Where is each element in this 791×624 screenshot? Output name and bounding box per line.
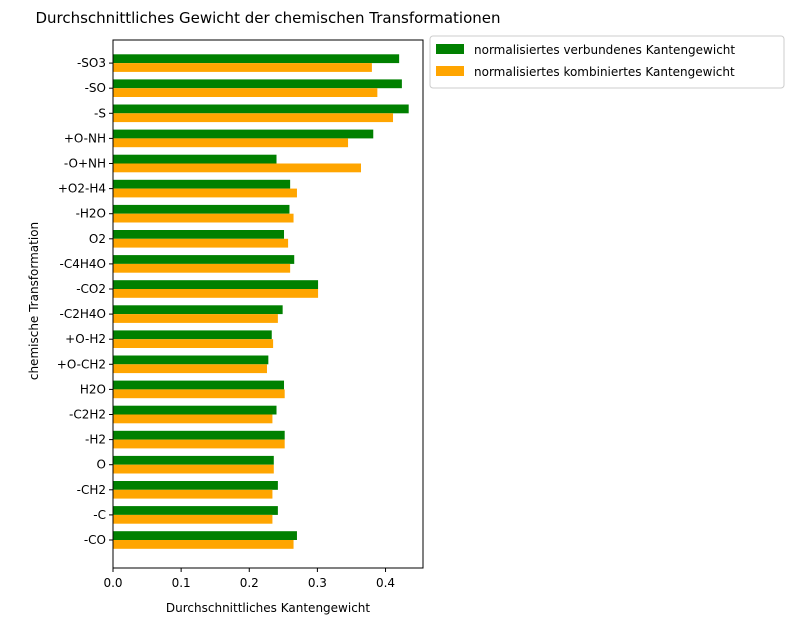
- y-tick-label: +O-H2: [65, 332, 106, 346]
- bar-combined-minusso3: [113, 63, 372, 72]
- bar-combined-minusch2: [113, 489, 273, 499]
- bar-connected-minusc2h4o: [113, 305, 283, 315]
- x-tick-label: 0.0: [103, 576, 122, 590]
- bar-combined-minusco2: [113, 289, 319, 298]
- bar-connected-o: [113, 455, 274, 465]
- x-axis-label: Durchschnittliches Kantengewicht: [166, 601, 371, 615]
- bar-connected-minusso3: [113, 54, 400, 64]
- y-tick-label: -H2O: [76, 207, 106, 221]
- y-tick-label: -S: [94, 106, 106, 120]
- bar-connected-minush2: [113, 430, 285, 440]
- x-tick-label: 0.1: [172, 576, 191, 590]
- bars-group: [113, 54, 409, 549]
- legend-frame: [429, 35, 785, 89]
- y-tick-label: +O-CH2: [57, 357, 106, 371]
- bar-connected-minush2o: [113, 204, 290, 214]
- bar-combined-o: [113, 464, 274, 474]
- y-tick-label: -C2H2: [69, 408, 106, 422]
- bar-connected-plusminusominusch2: [113, 355, 269, 365]
- bar-combined-plusminusominusch2: [113, 364, 267, 374]
- bar-combined-minusc4h4o: [113, 263, 291, 273]
- bar-combined-minush2o: [113, 213, 294, 223]
- x-tick-label: 0.2: [240, 576, 259, 590]
- y-axis-ticks: -CO -C -CH2 O -H2 -C2H2 H2O +O-CH2 +O-H2 -C2H4O -C…: [57, 56, 113, 547]
- y-tick-label: +O2-H4: [58, 182, 106, 196]
- bar-connected-o2: [113, 230, 285, 239]
- y-tick-label: -C4H4O: [60, 257, 106, 271]
- x-tick-label: 0.3: [308, 576, 327, 590]
- bar-connected-minusc: [113, 506, 278, 515]
- y-tick-label: -CH2: [77, 483, 106, 497]
- plot-frame: [112, 39, 424, 569]
- legend-swatch-connected: [436, 44, 464, 54]
- bar-connected-minusch2: [113, 481, 278, 490]
- bar-connected-minusc2h2: [113, 405, 277, 415]
- bar-connected-minusoplusminusnh: [113, 154, 277, 164]
- legend-label-combined: normalisiertes kombiniertes Kantengewich…: [474, 65, 735, 79]
- bar-combined-minusso: [113, 88, 378, 97]
- bar-combined-minusc2h2: [113, 414, 273, 424]
- y-tick-label: H2O: [80, 382, 106, 396]
- x-tick-label: 0.4: [376, 576, 395, 590]
- bar-combined-minush2: [113, 439, 285, 449]
- y-tick-label: -O+NH: [64, 157, 106, 171]
- y-tick-label: -SO: [85, 81, 106, 95]
- y-tick-label: -C: [93, 508, 106, 522]
- bar-combined-minusc2h4o: [113, 314, 278, 323]
- chart-title: Durchschnittliches Gewicht der chemische…: [35, 9, 500, 27]
- y-axis-label: chemische Transformation: [27, 222, 41, 380]
- bar-combined-minusoplusminusnh: [113, 163, 361, 173]
- y-tick-label: -CO2: [76, 282, 106, 296]
- bar-connected-minusso: [113, 79, 402, 89]
- y-tick-label: -C2H4O: [60, 307, 106, 321]
- bar-combined-o2: [113, 238, 289, 248]
- bar-connected-minusco2: [113, 280, 319, 289]
- legend-swatch-combined: [436, 66, 464, 76]
- y-tick-label: O: [97, 458, 106, 472]
- bar-connected-plusminusominusnh: [113, 129, 374, 139]
- bar-connected-minusco: [113, 531, 297, 540]
- bar-combined-plusminusominusnh: [113, 138, 349, 148]
- x-axis-ticks: 0.0 0.1 0.2 0.3 0.4: [103, 568, 395, 590]
- bar-connected-minuss: [113, 104, 409, 114]
- bar-combined-minusco: [113, 540, 294, 549]
- bar-combined-h2o: [113, 389, 285, 399]
- bar-connected-plusminuso2minush4: [113, 179, 291, 189]
- bar-combined-plusminusominush2: [113, 339, 274, 348]
- y-tick-label: +O-NH: [64, 131, 106, 145]
- y-tick-label: -H2: [85, 433, 106, 447]
- bar-connected-plusminusominush2: [113, 330, 272, 340]
- y-tick-label: O2: [89, 232, 106, 246]
- bar-combined-minuss: [113, 113, 394, 123]
- legend: normalisiertes verbundenes Kantengewicht…: [429, 35, 785, 89]
- bar-combined-plusminuso2minush4: [113, 188, 297, 198]
- bar-combined-minusc: [113, 514, 273, 524]
- bar-connected-h2o: [113, 380, 285, 390]
- y-tick-label: -CO: [84, 533, 106, 547]
- legend-label-connected: normalisiertes verbundenes Kantengewicht: [474, 43, 735, 57]
- y-tick-label: -SO3: [77, 56, 106, 70]
- bar-connected-minusc4h4o: [113, 255, 295, 264]
